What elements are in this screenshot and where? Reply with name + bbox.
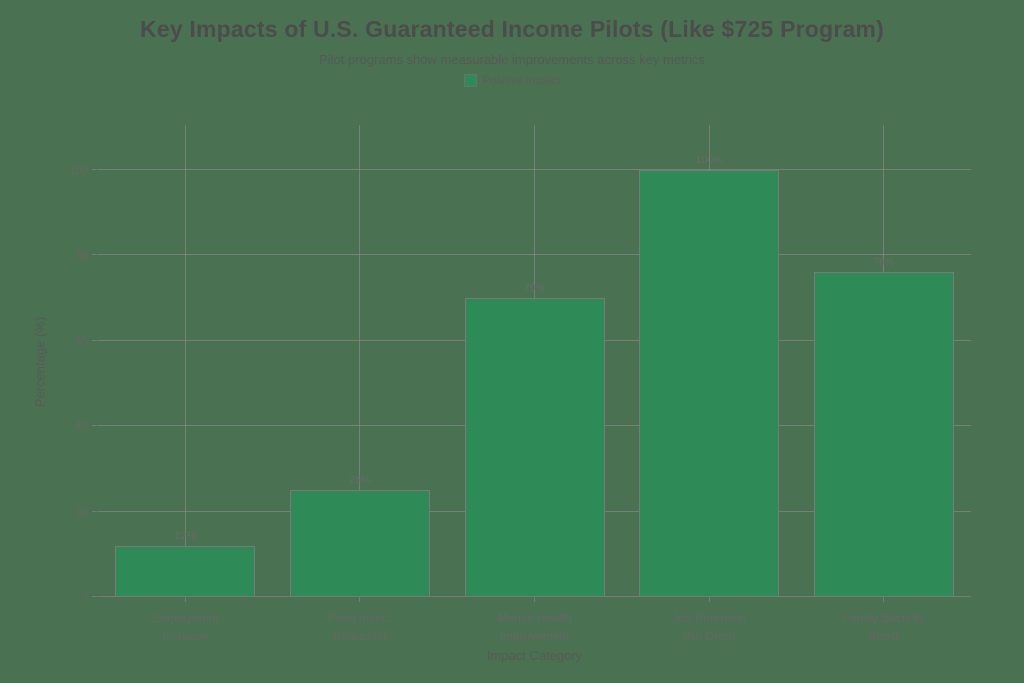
bar-value-label: 76% xyxy=(873,256,895,269)
bar-5 xyxy=(813,272,954,597)
bar-value-label: 100% xyxy=(695,154,723,166)
x-tick-label: Mental Health Improvement xyxy=(497,611,572,643)
chart-subtitle: Pilot programs show measurable improveme… xyxy=(319,52,705,67)
y-tick-mark xyxy=(92,254,97,256)
x-tick-label: Food Insec. Reduction xyxy=(328,611,392,643)
y-axis-title: Percentage (%) xyxy=(32,316,48,408)
bar-value-label: 70% xyxy=(523,282,545,295)
y-tick-label: 40 xyxy=(75,421,88,434)
x-tick-mark xyxy=(883,597,885,602)
bar-2 xyxy=(289,490,430,597)
bar-3 xyxy=(464,298,605,597)
x-tick-label: Employment Increase xyxy=(151,611,219,643)
y-tick-mark xyxy=(92,169,97,170)
chart-title: Key Impacts of U.S. Guaranteed Income Pi… xyxy=(140,16,884,42)
y-tick-mark xyxy=(92,425,97,427)
gridline-vertical xyxy=(184,125,186,597)
x-tick-mark xyxy=(534,597,535,602)
x-axis-title: Impact Category xyxy=(486,648,583,663)
gridline-vertical xyxy=(359,125,361,597)
x-tick-label: Family Security Boost xyxy=(842,611,925,643)
x-tick-mark xyxy=(184,597,186,602)
plot-area: 0 20 40 60 80 100 12% Employment Increase 25% Foo… xyxy=(69,125,971,643)
bar-value-label: 25% xyxy=(349,474,371,487)
y-tick-mark xyxy=(92,510,97,512)
y-tick-label: 80 xyxy=(75,250,88,263)
y-tick-label: 100 xyxy=(68,165,88,177)
bar-1 xyxy=(115,545,256,597)
y-tick-mark xyxy=(92,596,97,597)
y-tick-label: 60 xyxy=(75,335,88,348)
y-tick-label: 0 xyxy=(81,592,88,604)
legend: Positive Impact xyxy=(463,74,561,87)
legend-label: Positive Impact xyxy=(482,74,561,87)
legend-swatch-icon xyxy=(463,74,477,87)
x-tick-mark xyxy=(359,597,361,602)
x-axis-line xyxy=(98,596,971,597)
chart-header: Key Impacts of U.S. Guaranteed Income Pi… xyxy=(0,0,1024,92)
x-tick-label: Job Retention (No Drop) xyxy=(672,611,747,643)
bar-4 xyxy=(639,170,780,597)
x-tick-mark xyxy=(708,597,710,602)
y-tick-mark xyxy=(92,339,97,341)
y-tick-label: 20 xyxy=(75,506,88,519)
bar-value-label: 12% xyxy=(174,529,196,542)
